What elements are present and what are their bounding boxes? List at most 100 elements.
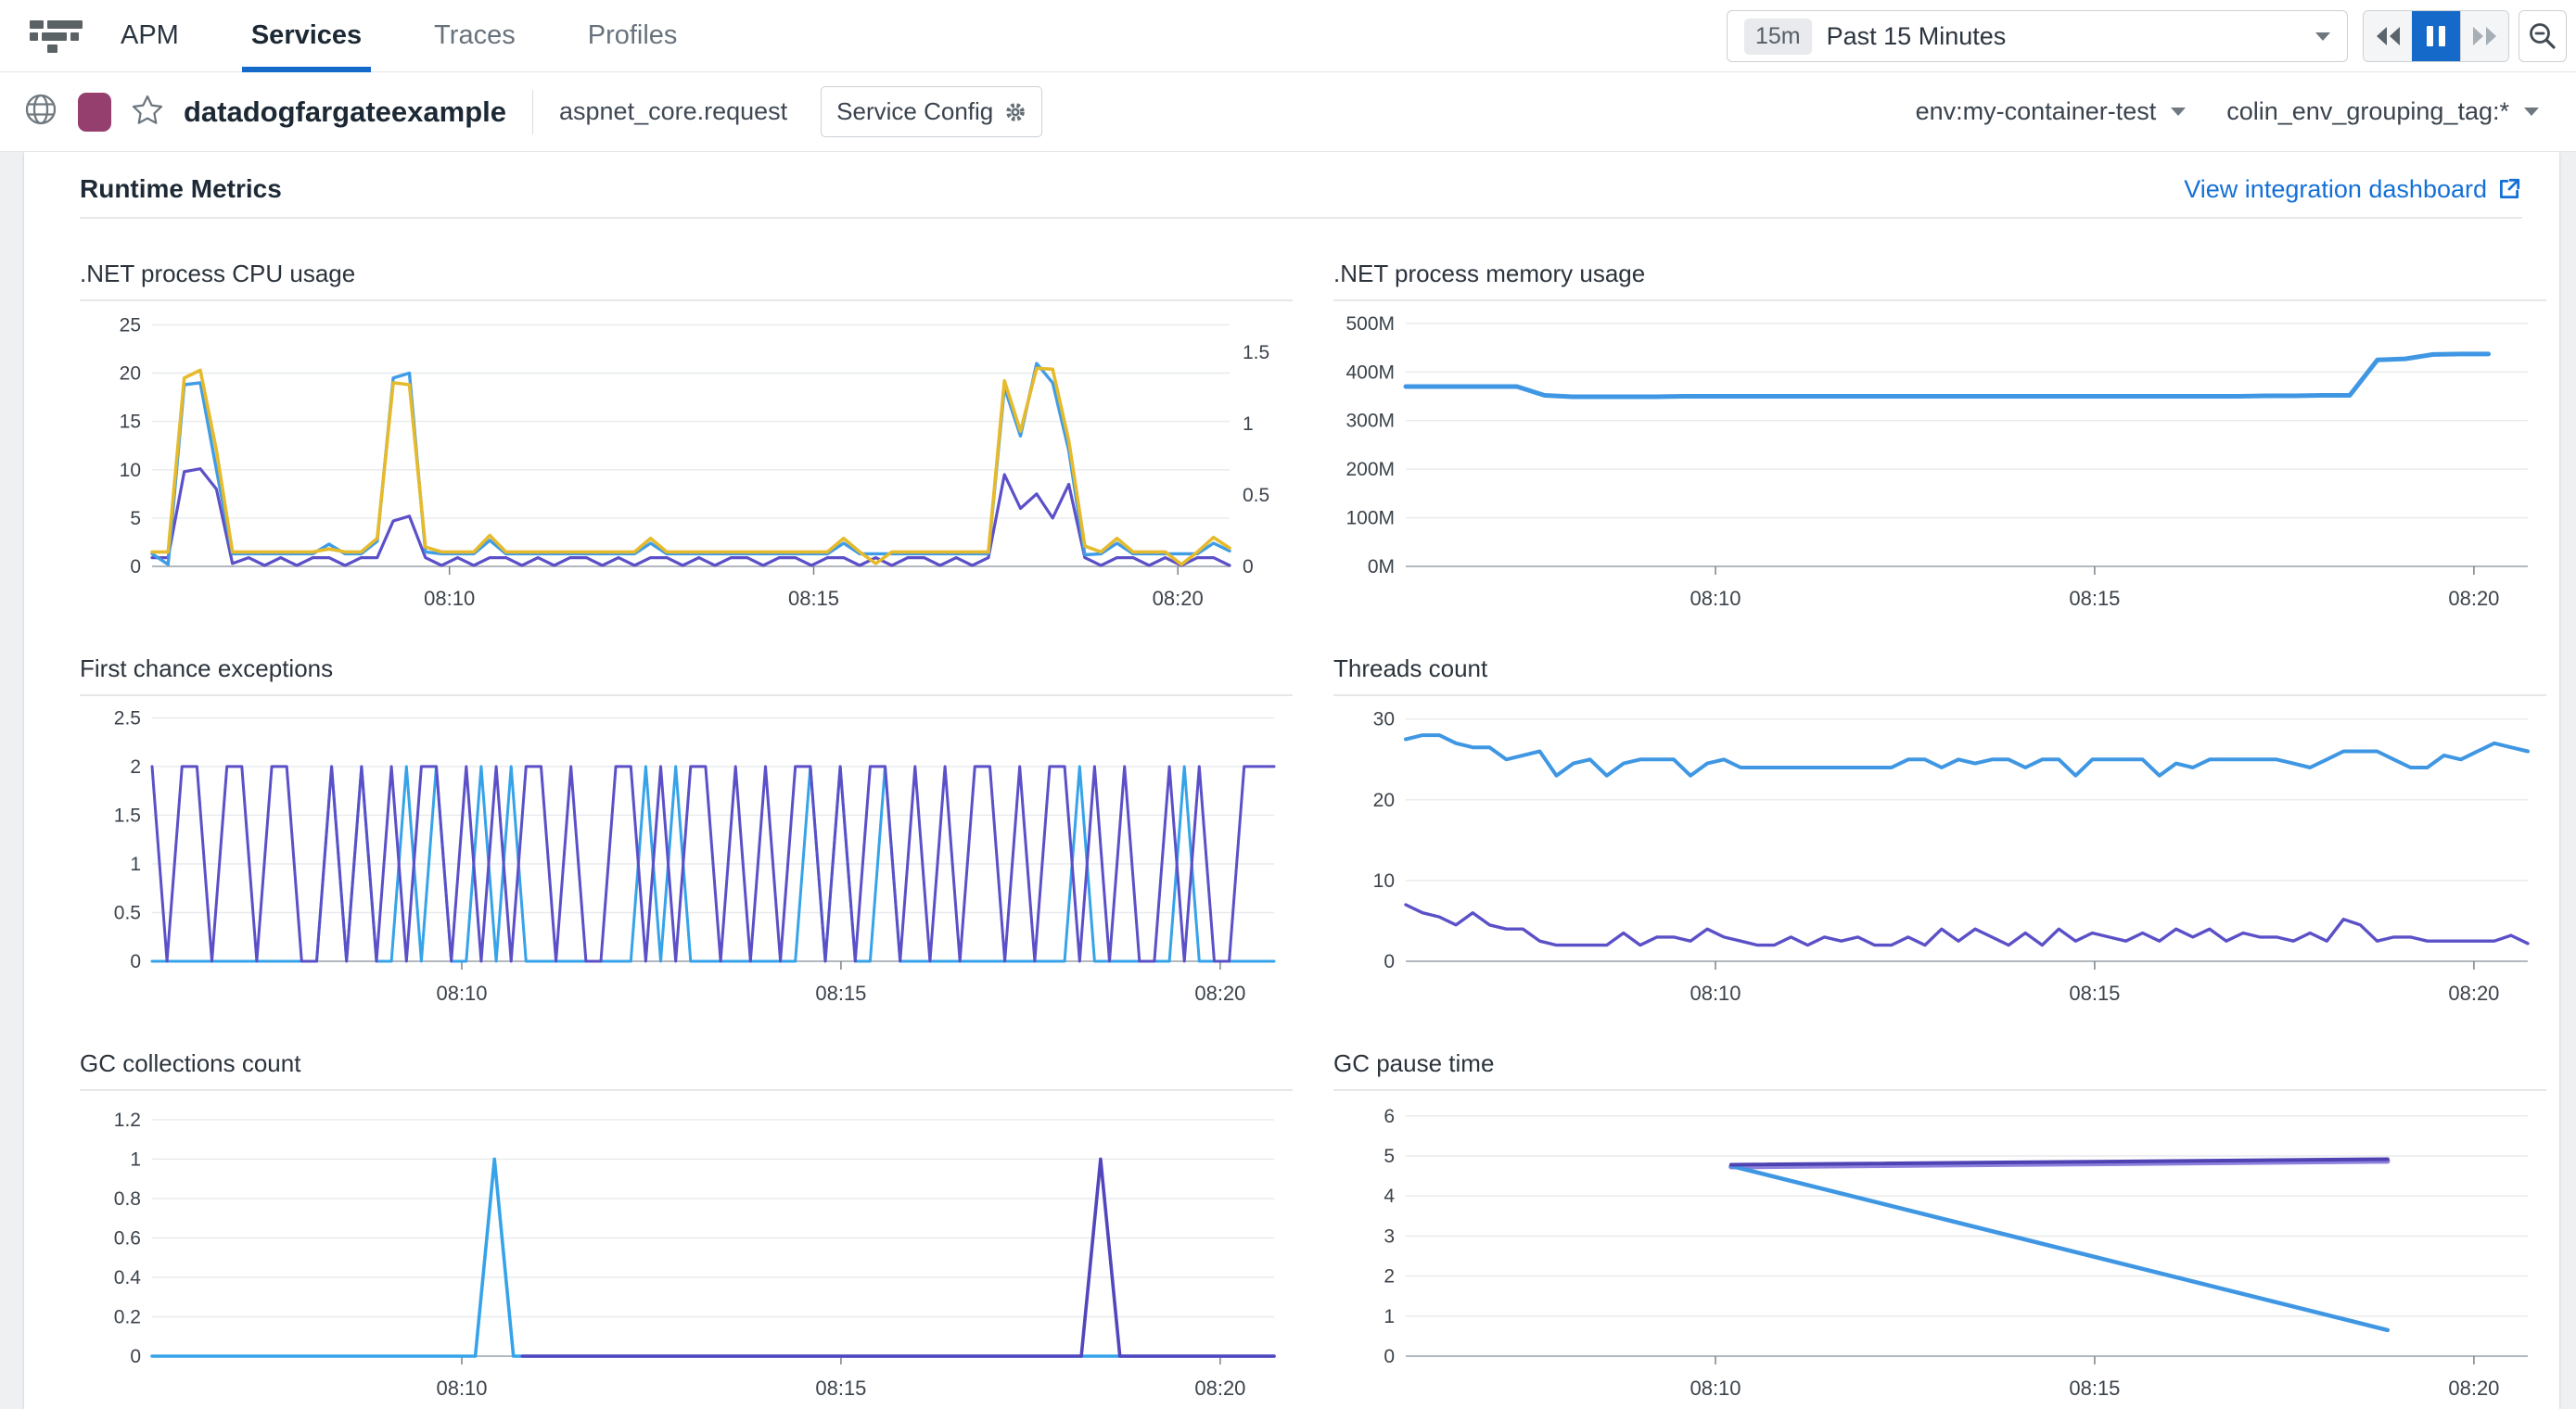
svg-text:30: 30 — [1373, 709, 1395, 730]
svg-text:0M: 0M — [1368, 556, 1395, 578]
svg-text:08:15: 08:15 — [2069, 982, 2120, 1005]
svg-text:300M: 300M — [1345, 411, 1395, 432]
svg-text:0: 0 — [130, 556, 141, 578]
time-range-selector[interactable]: 15m Past 15 Minutes — [1727, 10, 2348, 62]
svg-text:08:10: 08:10 — [1690, 587, 1741, 610]
chart-title: Threads count — [1333, 654, 1488, 682]
nav-product-label[interactable]: APM — [121, 20, 179, 50]
svg-text:2: 2 — [130, 756, 141, 778]
dashboard-link-label: View integration dashboard — [2184, 174, 2487, 203]
chart-title: First chance exceptions — [80, 654, 334, 682]
svg-text:1.5: 1.5 — [1243, 342, 1269, 363]
time-range-label: Past 15 Minutes — [1826, 21, 2007, 50]
charts-grid: .NET process CPU usage 0 5 10 15 20 25 0 0.5 1 1.… — [80, 232, 2546, 1409]
tab-profiles[interactable]: Profiles — [587, 20, 678, 50]
env-filter-value: env:my-container-test — [1915, 97, 2157, 125]
zoom-out-button[interactable] — [2519, 10, 2567, 62]
svg-text:20: 20 — [120, 363, 141, 385]
scope-filters: env:my-container-test colin_env_grouping… — [1916, 97, 2576, 126]
svg-text:2: 2 — [1384, 1266, 1395, 1288]
exceptions-plot[interactable]: 0 0.5 1 1.5 2 2.5 08:10 08:15 08:20 — [80, 698, 1293, 1008]
section-divider — [80, 217, 2522, 219]
chart-memory-usage: .NET process memory usage 0M 100M 200M 300M… — [1333, 232, 2546, 613]
service-config-label: Service Config — [836, 97, 994, 125]
svg-text:0.5: 0.5 — [1243, 485, 1269, 506]
svg-text:20: 20 — [1373, 790, 1395, 811]
svg-text:08:15: 08:15 — [815, 1377, 866, 1400]
chart-title: GC pause time — [1333, 1049, 1495, 1077]
service-header-row: datadogfargateexample aspnet_core.reques… — [0, 72, 2576, 152]
svg-text:1: 1 — [130, 1149, 141, 1170]
svg-text:0.8: 0.8 — [114, 1188, 141, 1210]
chart-title: .NET process memory usage — [1333, 260, 1646, 287]
chart-title-divider — [80, 1089, 1293, 1091]
rewind-button[interactable] — [2364, 11, 2412, 61]
globe-icon — [24, 93, 57, 131]
service-config-button[interactable]: Service Config — [821, 86, 1043, 137]
svg-text:0: 0 — [130, 951, 141, 972]
gc-collections-plot[interactable]: 0 0.2 0.4 0.6 0.8 1 1.2 08:10 08:15 08:20 — [80, 1093, 1293, 1403]
view-integration-dashboard-link[interactable]: View integration dashboard — [2184, 175, 2522, 204]
chart-gc-collections: GC collections count 0 0.2 0.4 0.6 0.8 1 1.2 08… — [80, 1022, 1293, 1403]
svg-text:0.5: 0.5 — [114, 903, 141, 924]
svg-text:0: 0 — [130, 1346, 141, 1367]
svg-text:0.4: 0.4 — [114, 1267, 142, 1288]
svg-text:08:20: 08:20 — [2448, 982, 2499, 1005]
threads-count-plot[interactable]: 0 10 20 30 08:10 08:15 08:20 — [1333, 698, 2546, 1008]
runtime-metrics-card: Runtime Metrics View integration dashboa… — [24, 152, 2559, 1409]
svg-text:400M: 400M — [1345, 362, 1395, 383]
tab-traces[interactable]: Traces — [434, 20, 516, 50]
svg-text:500M: 500M — [1345, 313, 1395, 335]
memory-usage-plot[interactable]: 0M 100M 200M 300M 400M 500M 08:10 08:15 08:20 — [1333, 303, 2546, 613]
svg-text:08:20: 08:20 — [2448, 1377, 2499, 1400]
svg-text:0: 0 — [1384, 951, 1395, 972]
svg-text:2.5: 2.5 — [114, 707, 141, 729]
svg-text:08:15: 08:15 — [2069, 1377, 2120, 1400]
fast-forward-button[interactable] — [2460, 11, 2508, 61]
section-title: Runtime Metrics — [80, 174, 282, 203]
external-link-icon — [2499, 178, 2520, 199]
favorite-star-icon[interactable] — [132, 95, 163, 130]
svg-text:1: 1 — [130, 854, 141, 875]
service-title: datadogfargateexample — [184, 95, 506, 128]
time-range-badge: 15m — [1744, 18, 1812, 55]
chart-title-divider — [1333, 1089, 2546, 1091]
chart-title-divider — [80, 694, 1293, 696]
chevron-down-icon — [2524, 108, 2539, 116]
svg-text:1.5: 1.5 — [114, 805, 141, 826]
tab-services[interactable]: Services — [241, 0, 372, 72]
cpu-usage-plot[interactable]: 0 5 10 15 20 25 0 0.5 1 1.5 08:10 08:15 08:20 — [80, 303, 1293, 613]
svg-text:200M: 200M — [1345, 459, 1395, 480]
service-operation-name[interactable]: aspnet_core.request — [559, 97, 788, 125]
svg-text:3: 3 — [1384, 1225, 1395, 1247]
svg-text:100M: 100M — [1345, 508, 1395, 529]
grouping-tag-filter-value: colin_env_grouping_tag:* — [2226, 97, 2509, 125]
svg-text:08:20: 08:20 — [1194, 982, 1245, 1005]
svg-text:08:10: 08:10 — [436, 1377, 487, 1400]
svg-text:08:20: 08:20 — [1153, 587, 1204, 610]
chart-title-divider — [1333, 299, 2546, 301]
chart-title-divider — [80, 299, 1293, 301]
svg-text:08:20: 08:20 — [1194, 1377, 1245, 1400]
chart-title: .NET process CPU usage — [80, 260, 356, 287]
svg-text:15: 15 — [120, 412, 141, 433]
svg-text:1: 1 — [1243, 413, 1254, 435]
svg-text:08:20: 08:20 — [2448, 587, 2499, 610]
chart-cpu-usage: .NET process CPU usage 0 5 10 15 20 25 0 0.5 1 1.… — [80, 232, 1293, 613]
apm-service-list-icon[interactable] — [26, 18, 83, 55]
chart-title-divider — [1333, 694, 2546, 696]
svg-text:0: 0 — [1243, 556, 1254, 578]
pause-button[interactable] — [2412, 11, 2460, 61]
grouping-tag-filter-dropdown[interactable]: colin_env_grouping_tag:* — [2226, 97, 2539, 126]
top-nav-bar: APM Services Traces Profiles 15m Past 15… — [0, 0, 2576, 72]
gc-pause-time-plot[interactable]: 0 1 2 3 4 5 6 08:10 08:15 08:20 — [1333, 1093, 2546, 1403]
chart-threads-count: Threads count 0 10 20 30 08:10 08:15 08:20 — [1333, 627, 2546, 1008]
gear-icon — [1006, 102, 1026, 121]
svg-text:08:10: 08:10 — [424, 587, 475, 610]
env-filter-dropdown[interactable]: env:my-container-test — [1916, 97, 2187, 126]
svg-text:08:10: 08:10 — [1690, 1377, 1741, 1400]
svg-text:1: 1 — [1384, 1306, 1395, 1327]
svg-text:10: 10 — [1373, 870, 1395, 892]
chevron-down-icon — [2171, 108, 2187, 116]
svg-text:08:15: 08:15 — [815, 982, 866, 1005]
